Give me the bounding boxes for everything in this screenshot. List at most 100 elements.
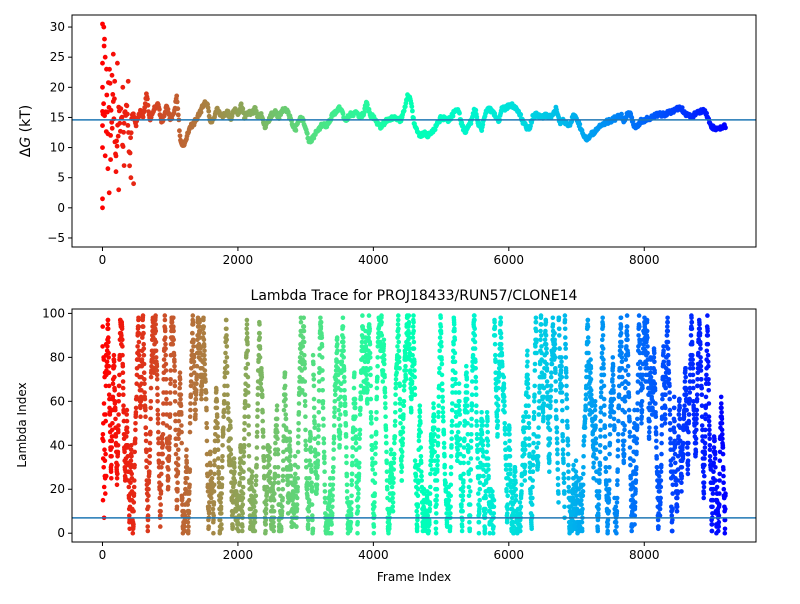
lambda-point: [170, 320, 175, 325]
lambda-point: [598, 428, 603, 433]
lambda-point: [563, 318, 568, 323]
lambda-point: [275, 408, 280, 413]
lambda-point: [398, 421, 403, 426]
y-tick-label: 15: [50, 110, 65, 124]
lambda-point: [553, 370, 558, 375]
lambda-point: [601, 324, 606, 329]
lambda-point: [320, 344, 325, 349]
lambda-point: [530, 478, 535, 483]
lambda-point: [412, 360, 417, 365]
lambda-point: [268, 476, 273, 481]
delta-g-point: [723, 125, 728, 130]
lambda-point: [443, 472, 448, 477]
lambda-point: [461, 478, 466, 483]
lambda-point: [330, 511, 335, 516]
lambda-point: [469, 423, 474, 428]
lambda-point: [255, 392, 260, 397]
lambda-point: [114, 434, 119, 439]
lambda-point: [553, 346, 558, 351]
lambda-point: [338, 401, 343, 406]
lambda-point: [204, 397, 209, 402]
lambda-point: [315, 483, 320, 488]
lambda-point: [416, 502, 421, 507]
lambda-point: [519, 489, 524, 494]
delta-g-point: [110, 126, 115, 131]
lambda-point: [259, 366, 264, 371]
lambda-point: [394, 377, 399, 382]
lambda-point: [436, 441, 441, 446]
lambda-point: [155, 392, 160, 397]
lambda-point: [212, 483, 217, 488]
lambda-point: [167, 454, 172, 459]
lambda-point: [555, 425, 560, 430]
lambda-point: [524, 410, 529, 415]
lambda-point: [158, 496, 163, 501]
lambda-point: [189, 392, 194, 397]
lambda-point: [220, 465, 225, 470]
lambda-point: [241, 496, 246, 501]
lambda-point: [330, 505, 335, 510]
lambda-point: [212, 489, 217, 494]
lambda-point: [564, 392, 569, 397]
lambda-point: [154, 340, 159, 345]
lambda-point: [483, 511, 488, 516]
lambda-point: [393, 423, 398, 428]
lambda-point: [109, 463, 114, 468]
lambda-point: [602, 412, 607, 417]
lambda-point: [499, 320, 504, 325]
delta-g-point: [115, 61, 120, 66]
lambda-point: [435, 454, 440, 459]
lambda-point: [357, 445, 362, 450]
lambda-point: [129, 472, 134, 477]
lambda-point: [553, 342, 558, 347]
lambda-point: [607, 487, 612, 492]
lambda-point: [407, 331, 412, 336]
lambda-point: [350, 472, 355, 477]
lambda-point: [418, 430, 423, 435]
lambda-point: [100, 324, 105, 329]
lambda-point: [458, 412, 463, 417]
lambda-point: [512, 474, 517, 479]
delta-g-point: [101, 101, 106, 106]
lambda-point: [411, 324, 416, 329]
lambda-point: [322, 450, 327, 455]
lambda-point: [241, 485, 246, 490]
lambda-point: [133, 421, 138, 426]
lambda-point: [246, 362, 251, 367]
lambda-point: [303, 392, 308, 397]
lambda-point: [120, 327, 125, 332]
delta-g-point: [145, 97, 150, 102]
lambda-point: [439, 331, 444, 336]
lambda-point: [560, 390, 565, 395]
lambda-point: [522, 452, 527, 457]
lambda-point: [493, 353, 498, 358]
lambda-point: [580, 529, 585, 534]
lambda-point: [141, 313, 146, 318]
lambda-point: [450, 419, 455, 424]
lambda-point: [219, 496, 224, 501]
lambda-point: [342, 379, 347, 384]
lambda-point: [536, 434, 541, 439]
lambda-point: [106, 335, 111, 340]
lambda-point: [341, 344, 346, 349]
lambda-point: [393, 401, 398, 406]
lambda-point: [220, 483, 225, 488]
lambda-point: [561, 439, 566, 444]
lambda-point: [367, 313, 372, 318]
lambda-point: [106, 351, 111, 356]
lambda-point: [523, 478, 528, 483]
lambda-point: [485, 430, 490, 435]
lambda-point: [401, 412, 406, 417]
lambda-point: [539, 322, 544, 327]
lambda-point: [158, 502, 163, 507]
lambda-point: [612, 425, 617, 430]
lambda-point: [109, 469, 114, 474]
lambda-point: [207, 511, 212, 516]
lambda-point: [125, 419, 130, 424]
lambda-point: [391, 467, 396, 472]
lambda-point: [586, 351, 591, 356]
lambda-point: [216, 439, 221, 444]
lambda-point: [402, 384, 407, 389]
lambda-point: [352, 370, 357, 375]
lambda-point: [582, 434, 587, 439]
